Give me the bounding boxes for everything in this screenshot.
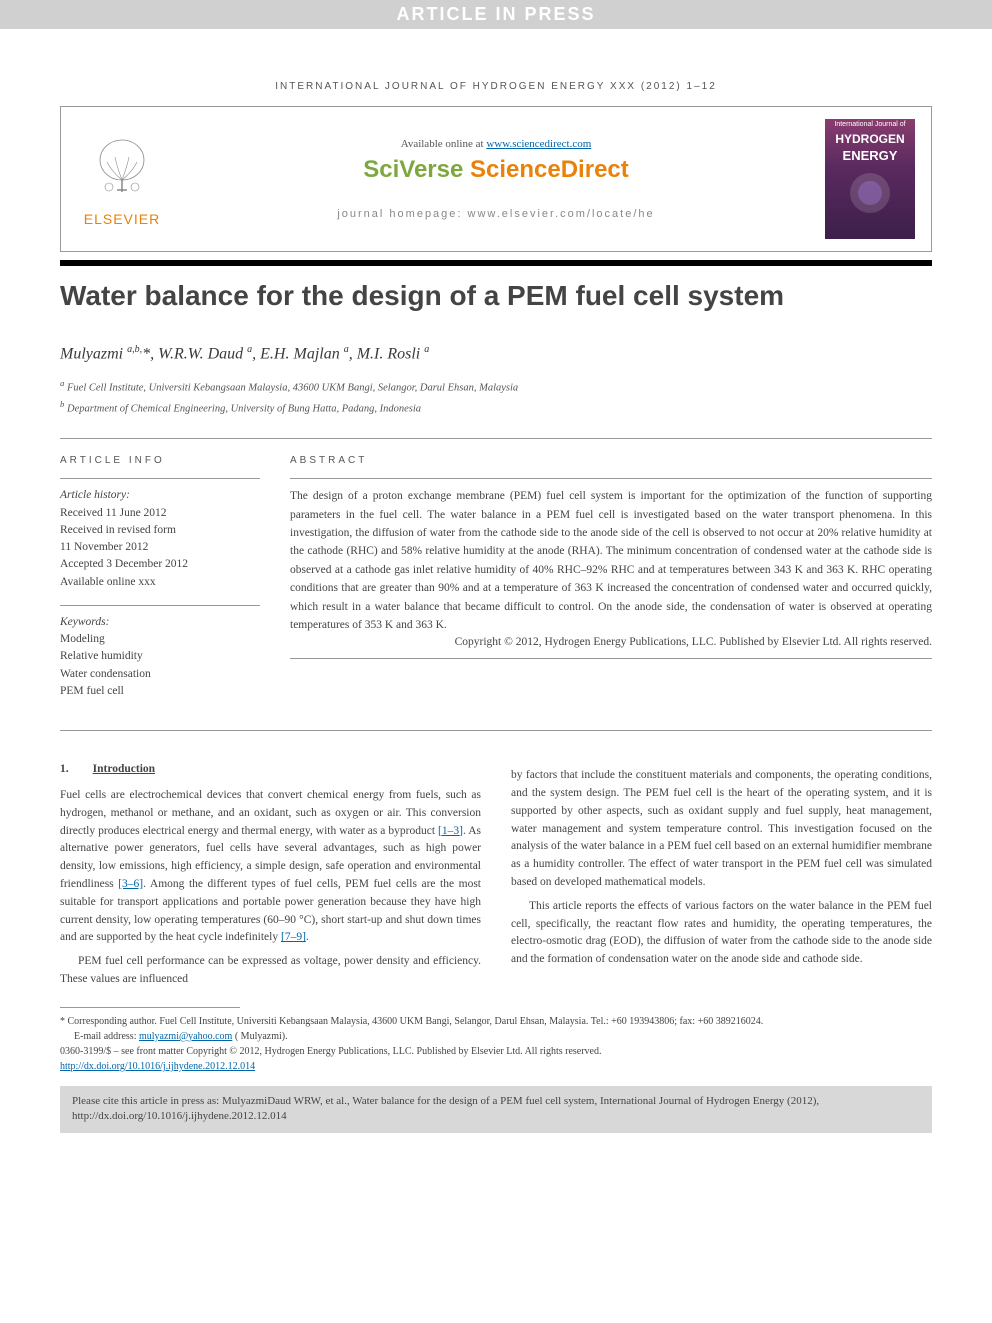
history-line: 11 November 2012 bbox=[60, 539, 260, 556]
elsevier-logo: ELSEVIER bbox=[77, 132, 167, 227]
cover-hydrogen: HYDROGEN bbox=[825, 130, 915, 148]
divider bbox=[60, 730, 932, 731]
affiliation-b: b Department of Chemical Engineering, Un… bbox=[60, 397, 932, 418]
abstract-bottom-divider bbox=[290, 658, 932, 659]
page-container: INTERNATIONAL JOURNAL OF HYDROGEN ENERGY… bbox=[0, 29, 992, 1173]
history-line: Received in revised form bbox=[60, 522, 260, 539]
keyword: PEM fuel cell bbox=[60, 683, 260, 700]
keywords-title: Keywords: bbox=[60, 614, 260, 631]
section-number: 1. bbox=[60, 763, 69, 775]
available-prefix: Available online at bbox=[401, 138, 487, 150]
email-line: E-mail address: mulyazmi@yahoo.com ( Mul… bbox=[60, 1029, 932, 1044]
press-banner: ARTICLE IN PRESS bbox=[0, 0, 992, 29]
cover-energy: ENERGY bbox=[825, 148, 915, 163]
citation-link[interactable]: [1–3] bbox=[438, 825, 463, 837]
doi-link[interactable]: http://dx.doi.org/10.1016/j.ijhydene.201… bbox=[60, 1061, 255, 1072]
sciencedirect-text: ScienceDirect bbox=[470, 156, 629, 183]
footer-block: * Corresponding author. Fuel Cell Instit… bbox=[60, 1014, 932, 1074]
footer-separator bbox=[60, 1007, 240, 1008]
publisher-header: ELSEVIER Available online at www.science… bbox=[60, 106, 932, 252]
info-divider bbox=[60, 605, 260, 606]
keyword: Modeling bbox=[60, 631, 260, 648]
history-title: Article history: bbox=[60, 487, 260, 504]
abstract-divider bbox=[290, 478, 932, 479]
history-line: Available online xxx bbox=[60, 574, 260, 591]
cover-graphic-icon bbox=[825, 163, 915, 223]
authors-line: Mulyazmi a,b,*, W.R.W. Daud a, E.H. Majl… bbox=[60, 344, 932, 363]
issn-line: 0360-3199/$ – see front matter Copyright… bbox=[60, 1044, 932, 1059]
elsevier-label: ELSEVIER bbox=[77, 211, 167, 227]
info-abstract-row: ARTICLE INFO Article history: Received 1… bbox=[60, 455, 932, 714]
history-line: Received 11 June 2012 bbox=[60, 505, 260, 522]
article-info-header: ARTICLE INFO bbox=[60, 455, 260, 466]
keyword: Relative humidity bbox=[60, 648, 260, 665]
available-online-text: Available online at www.sciencedirect.co… bbox=[167, 138, 825, 150]
journal-homepage: journal homepage: www.elsevier.com/locat… bbox=[167, 208, 825, 220]
journal-reference: INTERNATIONAL JOURNAL OF HYDROGEN ENERGY… bbox=[60, 81, 932, 92]
citation-link[interactable]: [7–9] bbox=[281, 931, 306, 943]
doi-line: http://dx.doi.org/10.1016/j.ijhydene.201… bbox=[60, 1059, 932, 1074]
citation-box: Please cite this article in press as: Mu… bbox=[60, 1086, 932, 1133]
title-separator bbox=[60, 260, 932, 266]
abstract-column: ABSTRACT The design of a proton exchange… bbox=[290, 455, 932, 714]
body-left-column: 1. Introduction Fuel cells are electroche… bbox=[60, 761, 481, 989]
abstract-header: ABSTRACT bbox=[290, 455, 932, 466]
keywords-block: Keywords: Modeling Relative humidity Wat… bbox=[60, 614, 260, 700]
abstract-text: The design of a proton exchange membrane… bbox=[290, 487, 932, 634]
sciverse-logo: SciVerse ScienceDirect bbox=[167, 156, 825, 184]
article-info-column: ARTICLE INFO Article history: Received 1… bbox=[60, 455, 260, 714]
body-paragraph: by factors that include the constituent … bbox=[511, 767, 932, 892]
affiliations: a Fuel Cell Institute, Universiti Kebang… bbox=[60, 376, 932, 419]
journal-cover: International Journal of HYDROGEN ENERGY bbox=[825, 119, 915, 239]
affiliation-a: a Fuel Cell Institute, Universiti Kebang… bbox=[60, 376, 932, 397]
body-paragraph: This article reports the effects of vari… bbox=[511, 898, 932, 969]
corresponding-author: * Corresponding author. Fuel Cell Instit… bbox=[60, 1014, 932, 1029]
history-line: Accepted 3 December 2012 bbox=[60, 556, 260, 573]
article-history: Article history: Received 11 June 2012 R… bbox=[60, 487, 260, 591]
article-title: Water balance for the design of a PEM fu… bbox=[60, 278, 932, 314]
section-title: Introduction bbox=[93, 763, 155, 775]
sciencedirect-link[interactable]: www.sciencedirect.com bbox=[486, 138, 591, 150]
cover-subtitle: International Journal of bbox=[825, 119, 915, 130]
body-paragraph: PEM fuel cell performance can be express… bbox=[60, 953, 481, 989]
sciverse-text: SciVerse bbox=[363, 156, 470, 183]
copyright-line: Copyright © 2012, Hydrogen Energy Public… bbox=[290, 636, 932, 648]
keyword: Water condensation bbox=[60, 666, 260, 683]
info-divider bbox=[60, 478, 260, 479]
divider bbox=[60, 438, 932, 439]
body-paragraph: Fuel cells are electrochemical devices t… bbox=[60, 787, 481, 947]
header-center: Available online at www.sciencedirect.co… bbox=[167, 138, 825, 220]
section-heading: 1. Introduction bbox=[60, 761, 481, 779]
body-right-column: by factors that include the constituent … bbox=[511, 761, 932, 989]
citation-link[interactable]: [3–6] bbox=[118, 878, 143, 890]
elsevier-tree-icon bbox=[87, 132, 157, 202]
email-link[interactable]: mulyazmi@yahoo.com bbox=[139, 1031, 232, 1042]
body-columns: 1. Introduction Fuel cells are electroche… bbox=[60, 761, 932, 989]
